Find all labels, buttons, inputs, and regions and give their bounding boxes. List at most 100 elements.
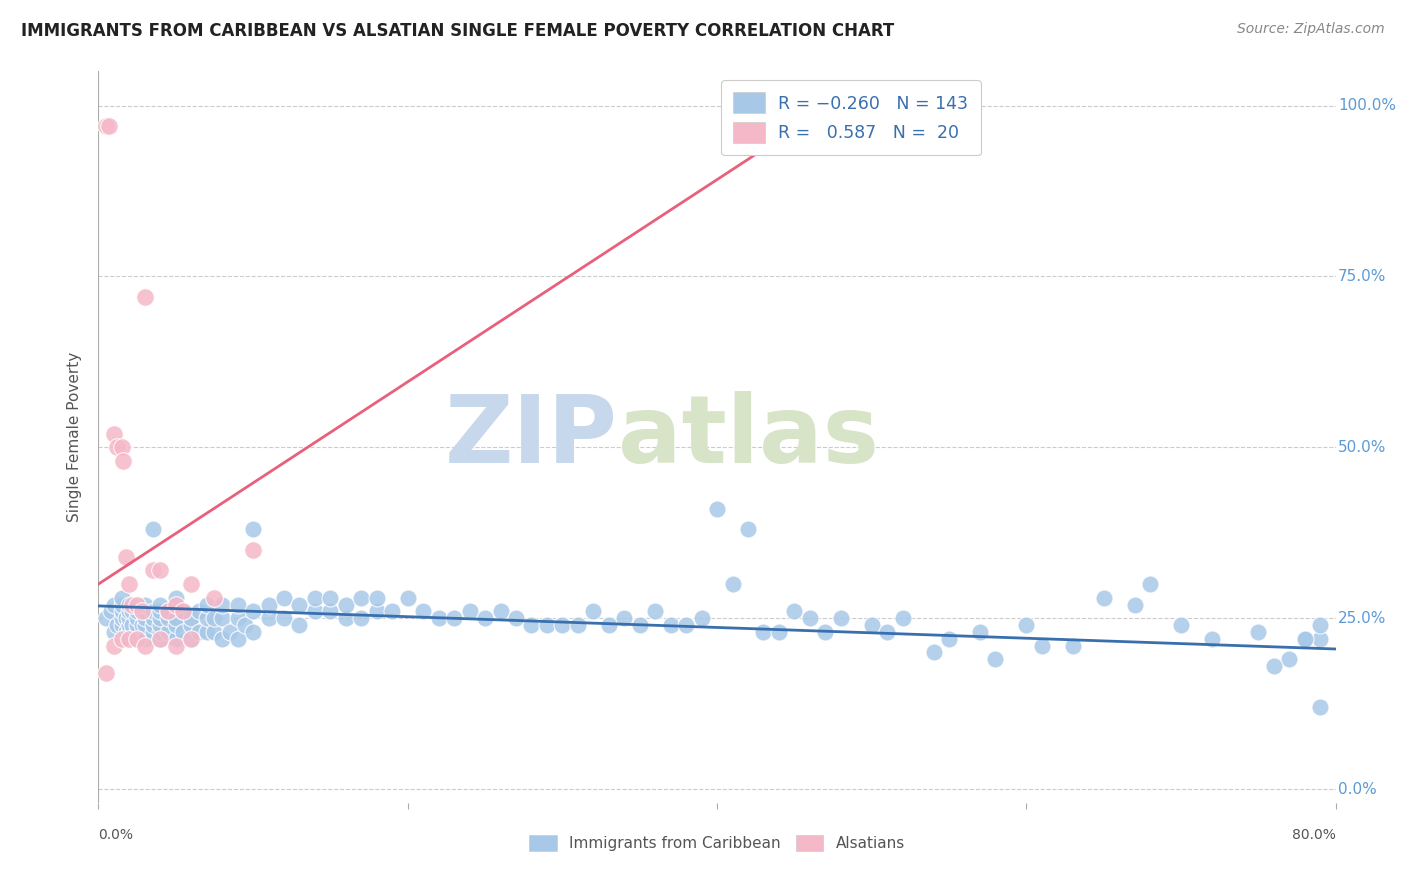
Point [180,632,202,646]
Point [366,591,388,605]
Point [598,618,620,632]
Point [737,522,759,536]
Point [1015,618,1038,632]
Point [195,598,218,612]
Point [984,652,1007,666]
Point [100,604,122,618]
Point [242,542,264,557]
Point [783,604,806,618]
Point [1031,639,1053,653]
Point [141,624,165,639]
Point [127,598,149,612]
Point [204,591,226,605]
Point [381,604,404,618]
Point [134,618,156,632]
Point [141,611,165,625]
Point [141,522,165,536]
Point [860,618,883,632]
Point [157,624,180,639]
Point [876,624,898,639]
Point [706,501,728,516]
Point [211,632,233,646]
Point [157,611,180,625]
Point [127,604,149,618]
Point [1294,632,1316,646]
Point [98,119,121,133]
Point [195,611,218,625]
Y-axis label: Single Female Poverty: Single Female Poverty [66,352,82,522]
Point [350,611,373,625]
Point [149,611,172,625]
Text: 0.0%: 0.0% [1339,781,1376,797]
Point [118,598,141,612]
Point [96,119,118,133]
Text: 80.0%: 80.0% [1292,829,1336,842]
Point [242,604,264,618]
Text: 100.0%: 100.0% [1339,98,1396,113]
Text: ZIP: ZIP [446,391,619,483]
Point [134,639,156,653]
Point [115,624,138,639]
Point [141,563,165,577]
Point [115,549,138,564]
Point [233,618,257,632]
Point [242,624,264,639]
Point [690,611,713,625]
Point [257,598,280,612]
Point [96,665,118,680]
Point [938,632,960,646]
Point [1201,632,1223,646]
Point [1278,652,1301,666]
Point [273,611,295,625]
Point [288,618,311,632]
Point [141,618,165,632]
Point [165,639,187,653]
Point [799,611,821,625]
Point [505,611,527,625]
Point [121,604,143,618]
Point [1309,618,1331,632]
Point [127,598,149,612]
Point [118,604,141,618]
Point [567,618,589,632]
Point [1123,598,1146,612]
Point [118,624,141,639]
Point [157,604,180,618]
Point [111,598,132,612]
Point [127,618,149,632]
Point [165,632,187,646]
Point [103,624,125,639]
Point [891,611,914,625]
Point [131,618,153,632]
Point [304,591,326,605]
Point [644,604,666,618]
Point [226,611,249,625]
Point [721,577,744,591]
Point [1294,632,1316,646]
Point [180,632,202,646]
Point [814,624,837,639]
Point [396,591,419,605]
Point [1263,659,1285,673]
Point [105,618,128,632]
Point [752,624,775,639]
Point [350,591,373,605]
Point [180,618,202,632]
Point [204,611,226,625]
Point [211,598,233,612]
Point [165,618,187,632]
Point [412,604,434,618]
Point [103,426,125,441]
Point [127,632,149,646]
Point [165,611,187,625]
Point [118,632,141,646]
Point [111,604,132,618]
Point [134,598,156,612]
Point [335,598,357,612]
Point [458,604,481,618]
Point [675,618,697,632]
Point [211,611,233,625]
Point [134,611,156,625]
Point [188,624,211,639]
Point [613,611,636,625]
